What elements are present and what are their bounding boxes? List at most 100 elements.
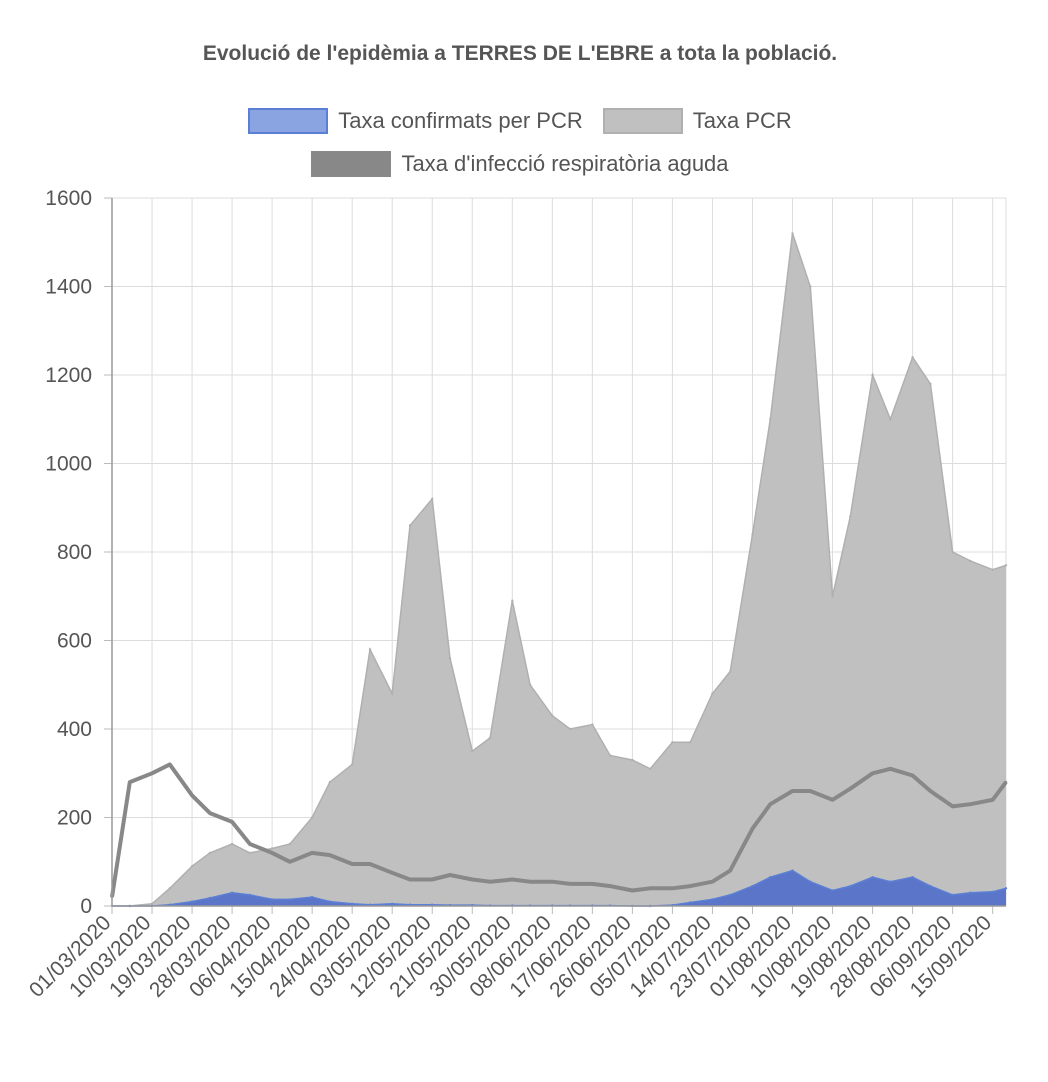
series-pcr-point: [368, 648, 372, 651]
series-pcr-point: [408, 524, 412, 527]
y-tick-label: 400: [57, 718, 92, 741]
series-pcr-line: [112, 233, 1007, 907]
legend-swatch-ira: [311, 151, 392, 177]
series-confirmats-point: [751, 884, 754, 888]
series-pcr-point: [729, 670, 732, 673]
series-ira-point: [448, 873, 452, 877]
series-pcr-point: [208, 851, 212, 855]
series-confirmats-point: [831, 889, 834, 892]
series-ira-point: [991, 798, 994, 801]
series-ira-point: [751, 827, 754, 830]
y-tick-label: 1200: [45, 364, 92, 387]
y-tick-label: 1400: [45, 276, 92, 299]
series-pcr-point: [769, 418, 772, 421]
series-pcr-point: [711, 692, 714, 695]
series-pcr-point: [551, 714, 554, 717]
series-confirmats-point: [711, 898, 714, 901]
series-confirmats-point: [391, 902, 394, 905]
legend-swatch-pcr: [602, 108, 683, 134]
series-confirmats-point: [929, 884, 932, 888]
series-ira-point: [671, 887, 674, 890]
series-confirmats-point: [270, 898, 274, 901]
series-pcr-point: [889, 418, 892, 421]
series-ira-point: [791, 789, 794, 793]
series-pcr-point: [991, 568, 994, 571]
series-pcr-point: [471, 749, 474, 753]
series-confirmats-point: [288, 898, 292, 901]
series-pcr-point: [488, 736, 492, 740]
series-ira-point: [849, 787, 852, 790]
series-ira-point: [270, 851, 274, 855]
series-confirmats-point: [328, 900, 332, 903]
series-pcr-point: [969, 559, 972, 563]
series-confirmats-point: [769, 876, 772, 879]
series-pcr-point: [649, 767, 652, 770]
series-pcr-point: [831, 595, 834, 598]
series-pcr-point: [929, 382, 932, 386]
series-confirmats-point: [911, 876, 914, 879]
series-confirmats-area: [112, 870, 1006, 906]
series-ira-point: [288, 860, 292, 863]
chart-title: Evolució de l'epidèmia a TERRES DE L'EBR…: [202, 42, 838, 65]
series-ira-point: [368, 862, 372, 866]
series-ira-point: [951, 805, 954, 808]
series-ira-point: [208, 811, 212, 815]
series-ira-point: [190, 794, 194, 797]
series-ira-point: [769, 803, 772, 806]
series-pcr-point: [751, 533, 754, 536]
series-ira-point: [729, 869, 732, 872]
series-confirmats-point: [351, 902, 354, 905]
series-ira-point: [488, 880, 492, 883]
series-ira-point: [128, 780, 131, 784]
series-confirmats-point: [190, 900, 194, 903]
series-ira-point: [310, 851, 314, 855]
series-ira-point: [150, 772, 154, 775]
series-confirmats-point: [689, 901, 692, 904]
series-ira-point: [911, 774, 914, 777]
series-confirmats-point: [208, 896, 212, 900]
legend-item-pcr[interactable]: Taxa PCR: [602, 108, 792, 134]
series-confirmats-point: [889, 880, 892, 883]
series-pcr-point: [608, 754, 612, 757]
series-pcr-point: [809, 285, 812, 288]
series-pcr-point: [791, 232, 794, 235]
series-confirmats-point: [809, 880, 812, 883]
series-ira-point: [168, 763, 171, 766]
series-ira-point: [809, 789, 812, 793]
series-pcr-point: [391, 692, 394, 695]
series-pcr-point: [270, 847, 274, 850]
y-tick-label: 200: [57, 807, 92, 830]
series-ira-point: [230, 820, 234, 824]
series-ira-point: [929, 789, 932, 793]
series-ira-point: [351, 862, 354, 866]
series-ira-point: [471, 878, 474, 881]
y-tick-label: 1000: [45, 453, 92, 476]
series-pcr-point: [871, 373, 874, 377]
series-pcr-area: [112, 233, 1006, 906]
series-ira-point: [591, 882, 594, 886]
series-ira-point: [831, 798, 834, 801]
series-ira-point: [431, 878, 434, 881]
series-pcr-point: [591, 723, 594, 726]
series-ira-point: [551, 880, 554, 883]
series-pcr-point: [671, 741, 674, 744]
series-ira-point: [649, 887, 652, 890]
series-pcr-point: [431, 497, 434, 501]
legend-row-2: Taxa d'infecció respiratòria aguda: [0, 151, 1040, 177]
y-tick-label: 1600: [45, 187, 92, 210]
series-ira-point: [889, 767, 892, 770]
series-confirmats-point: [871, 876, 874, 879]
series-pcr-point: [168, 887, 171, 890]
legend-item-confirmats[interactable]: Taxa confirmats per PCR: [248, 108, 583, 134]
series-ira-point: [608, 884, 612, 888]
series-confirmats-point: [310, 895, 314, 899]
series-ira-point: [631, 889, 634, 892]
series-confirmats-point: [230, 891, 234, 894]
series-confirmats-point: [849, 884, 852, 888]
series-pcr-point: [190, 865, 194, 868]
series-pcr-point: [528, 683, 532, 686]
legend-item-ira[interactable]: Taxa d'infecció respiratòria aguda: [311, 151, 729, 177]
series-pcr-point: [150, 902, 154, 905]
series-pcr-point: [631, 758, 634, 762]
